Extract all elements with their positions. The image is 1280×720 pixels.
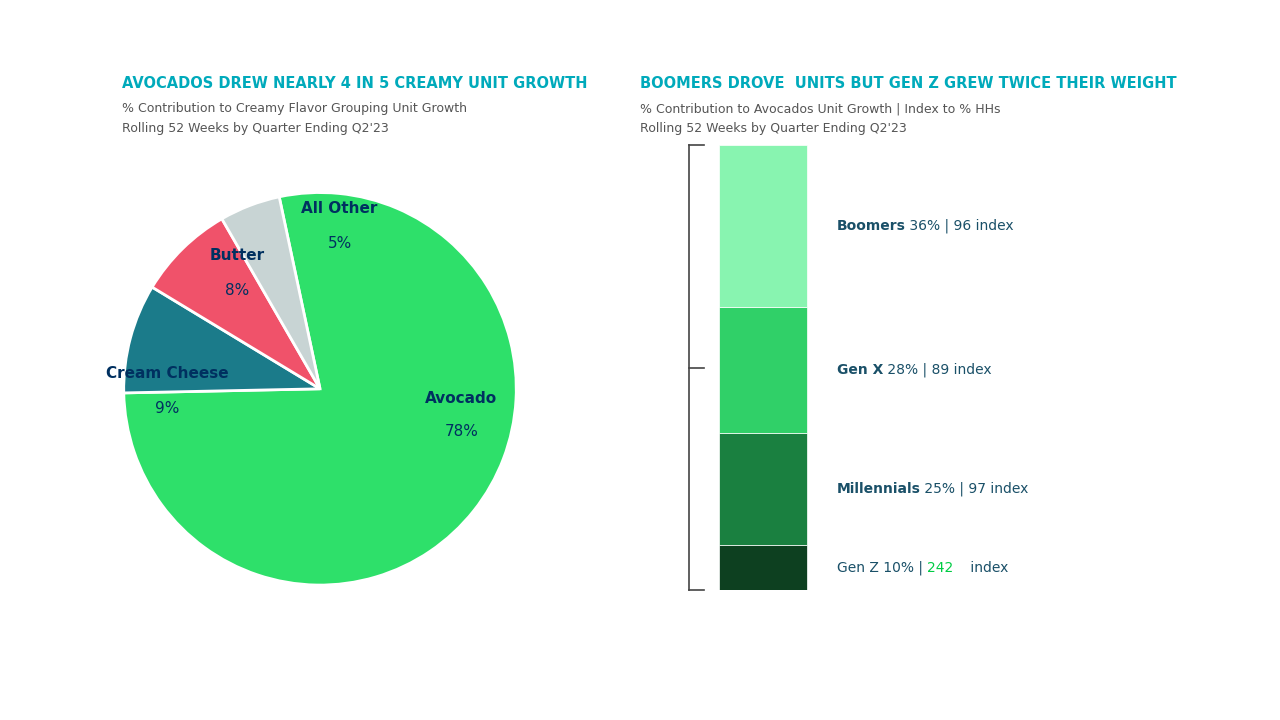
Text: index: index xyxy=(966,561,1009,575)
Text: BOOMERS DROVE  UNITS BUT GEN Z GREW TWICE THEIR WEIGHT: BOOMERS DROVE UNITS BUT GEN Z GREW TWICE… xyxy=(640,76,1176,91)
Text: Avocado: Avocado xyxy=(425,391,498,406)
Wedge shape xyxy=(152,219,320,389)
Text: 28% | 89 index: 28% | 89 index xyxy=(883,363,992,377)
Text: 78%: 78% xyxy=(444,425,479,439)
Text: Rolling 52 Weeks by Quarter Ending Q2'23: Rolling 52 Weeks by Quarter Ending Q2'23 xyxy=(122,122,388,135)
Text: Boomers: Boomers xyxy=(837,219,905,233)
Bar xyxy=(718,545,808,590)
Bar xyxy=(718,307,808,433)
Wedge shape xyxy=(221,197,320,389)
Text: 5%: 5% xyxy=(328,236,352,251)
Text: % Contribution to Avocados Unit Growth | Index to % HHs: % Contribution to Avocados Unit Growth |… xyxy=(640,102,1001,115)
Wedge shape xyxy=(124,287,320,393)
Text: % Contribution to Creamy Flavor Grouping Unit Growth: % Contribution to Creamy Flavor Grouping… xyxy=(122,102,467,115)
Text: Butter: Butter xyxy=(210,248,265,263)
Text: 8%: 8% xyxy=(225,283,250,298)
Text: Millennials: Millennials xyxy=(837,482,920,496)
Text: 25% | 97 index: 25% | 97 index xyxy=(920,482,1029,496)
Bar xyxy=(718,145,808,307)
Text: 242: 242 xyxy=(927,561,954,575)
Text: Cream Cheese: Cream Cheese xyxy=(105,366,228,381)
Text: AVOCADOS DREW NEARLY 4 IN 5 CREAMY UNIT GROWTH: AVOCADOS DREW NEARLY 4 IN 5 CREAMY UNIT … xyxy=(122,76,588,91)
Text: 36% | 96 index: 36% | 96 index xyxy=(905,218,1014,233)
Text: Rolling 52 Weeks by Quarter Ending Q2'23: Rolling 52 Weeks by Quarter Ending Q2'23 xyxy=(640,122,906,135)
Wedge shape xyxy=(124,192,516,585)
Text: 9%: 9% xyxy=(155,401,179,416)
Text: Gen X: Gen X xyxy=(837,363,883,377)
Text: Gen Z 10% |: Gen Z 10% | xyxy=(837,561,927,575)
Text: All Other: All Other xyxy=(301,201,378,216)
Bar xyxy=(718,433,808,545)
